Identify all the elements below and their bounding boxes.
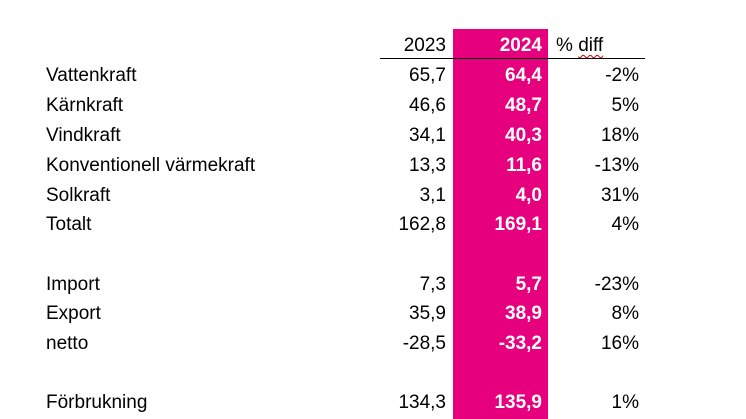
row-label-karnkraft: Kärnkraft xyxy=(46,95,124,116)
value-2024: 38,9 xyxy=(505,303,542,324)
value-diff: -23% xyxy=(594,274,639,295)
row-label-totalt: Totalt xyxy=(46,214,92,235)
value-diff: 16% xyxy=(600,333,639,354)
header-diff-prefix: % xyxy=(556,35,579,56)
value-2024: 11,6 xyxy=(506,155,542,176)
value-diff: 31% xyxy=(600,185,639,206)
value-2023: 13,3 xyxy=(409,155,446,176)
value-2023: 46,6 xyxy=(409,95,446,116)
value-2024: 48,7 xyxy=(505,95,542,116)
row-label-konventionell-varmekraft: Konventionell värmekraft xyxy=(46,155,256,176)
value-diff: 4% xyxy=(611,214,639,235)
value-2023: 65,7 xyxy=(409,65,446,86)
value-diff: -2% xyxy=(605,65,639,86)
value-diff: 18% xyxy=(600,125,639,146)
value-2023: 134,3 xyxy=(398,392,446,413)
value-2023: 7,3 xyxy=(419,274,446,295)
value-2024: 40,3 xyxy=(505,125,542,146)
value-diff: 8% xyxy=(611,303,639,324)
value-2024: 169,1 xyxy=(494,214,542,235)
row-label-solkraft: Solkraft xyxy=(46,185,111,206)
year-2024-highlight-column xyxy=(453,29,548,419)
value-diff: -13% xyxy=(594,155,639,176)
value-2023: 3,1 xyxy=(419,185,446,206)
row-label-netto: netto xyxy=(46,333,89,354)
value-2023: 34,1 xyxy=(409,125,446,146)
header-underline xyxy=(380,58,645,59)
row-label-vattenkraft: Vattenkraft xyxy=(46,65,137,86)
value-2024: -33,2 xyxy=(498,333,542,354)
value-2024: 64,4 xyxy=(505,65,542,86)
value-2023: -28,5 xyxy=(402,333,446,354)
value-2024: 135,9 xyxy=(494,392,542,413)
header-diff-word: diff xyxy=(578,35,604,56)
value-diff: 1% xyxy=(611,392,639,413)
row-label-export: Export xyxy=(46,303,101,324)
header-diff: % diff xyxy=(556,33,603,59)
row-label-vindkraft: Vindkraft xyxy=(46,125,121,146)
value-2023: 162,8 xyxy=(398,214,446,235)
value-2024: 4,0 xyxy=(515,185,542,206)
row-label-forbrukning: Förbrukning xyxy=(46,392,148,413)
value-2024: 5,7 xyxy=(515,274,542,295)
value-2023: 35,9 xyxy=(409,303,446,324)
row-label-import: Import xyxy=(46,274,100,295)
header-2023: 2023 xyxy=(403,35,446,56)
value-diff: 5% xyxy=(611,95,639,116)
header-2024: 2024 xyxy=(499,35,542,56)
